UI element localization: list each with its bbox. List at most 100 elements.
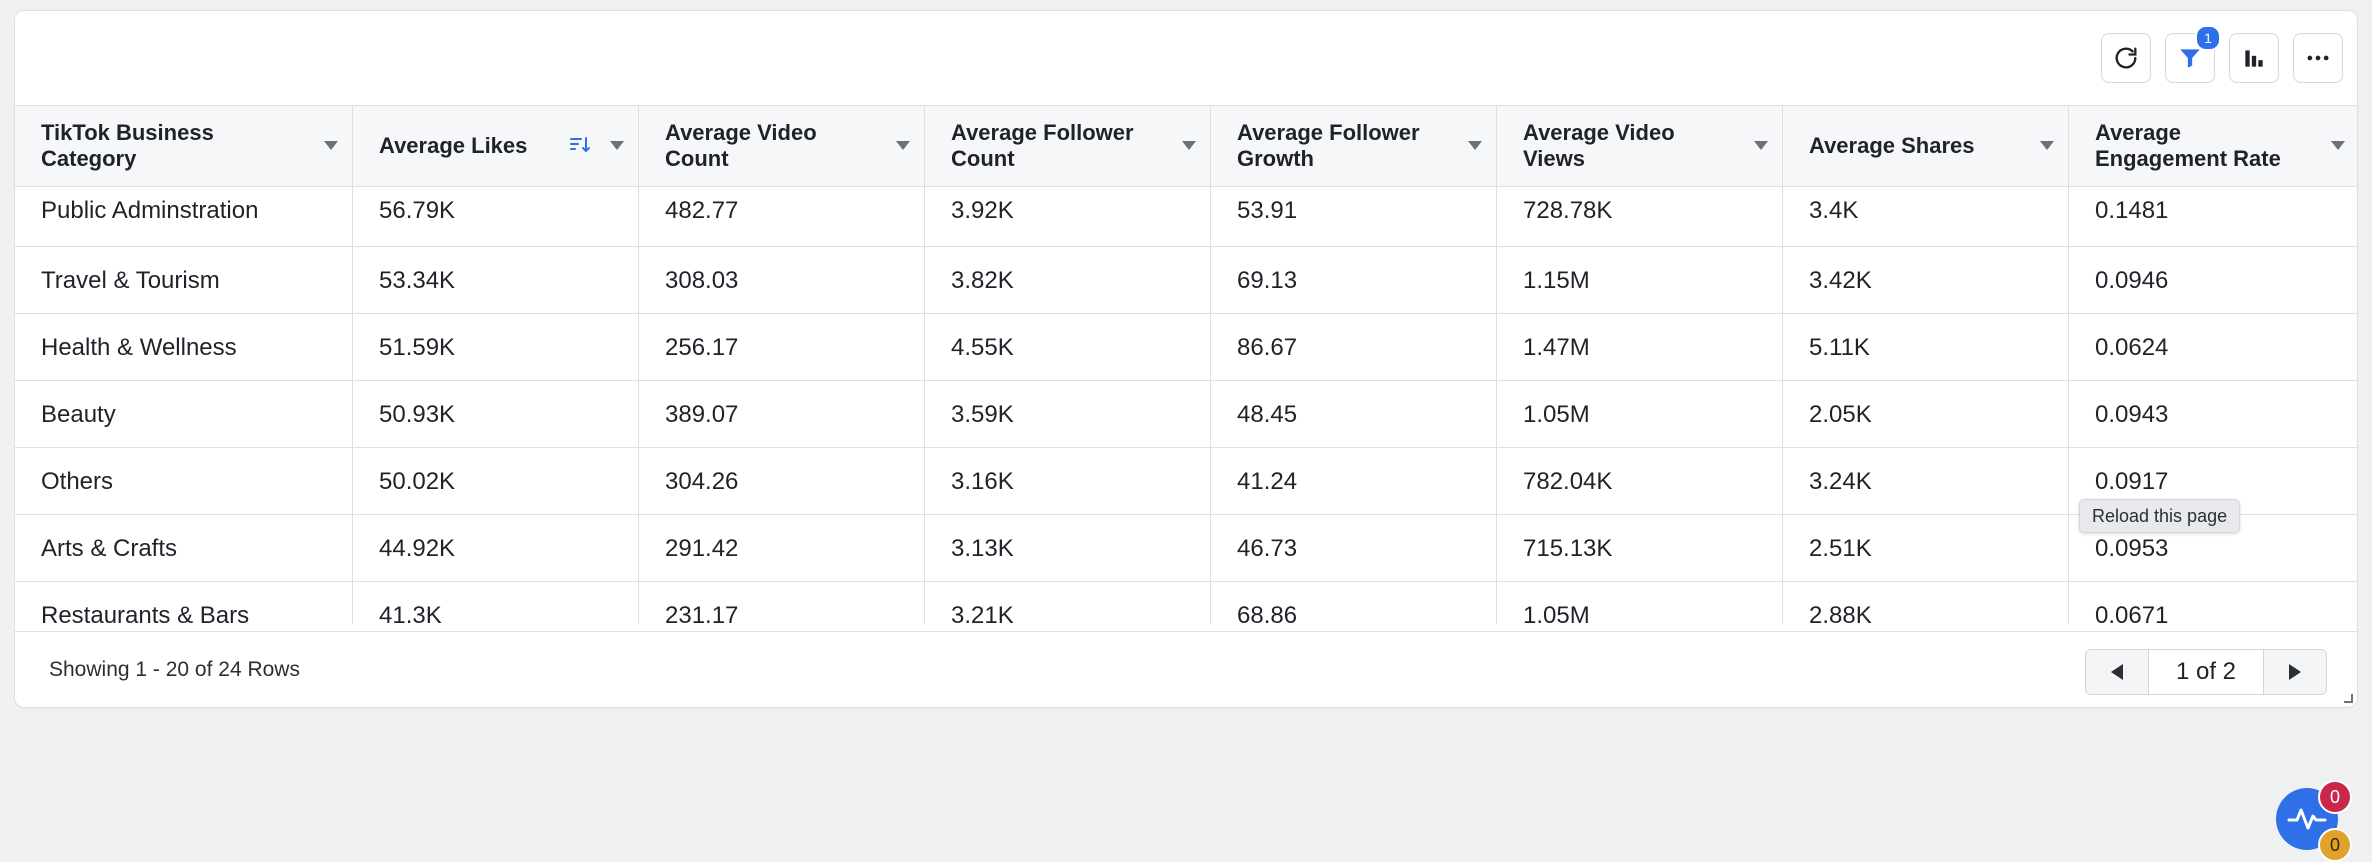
table-cell: 5.11K xyxy=(1783,314,2069,380)
table-cell: 53.34K xyxy=(353,247,639,313)
table-cell: 0.0917 xyxy=(2095,468,2169,495)
column-header-label: Average Video Count xyxy=(665,120,817,171)
column-menu-icon[interactable] xyxy=(1468,141,1482,150)
column-menu-icon[interactable] xyxy=(2040,141,2054,150)
table-cell: 86.67 xyxy=(1211,314,1497,380)
table-cell: 1.05M xyxy=(1497,381,1783,447)
table-cell: 46.73 xyxy=(1211,515,1497,581)
table-row[interactable]: Health & Wellness 51.59K 256.17 4.55K 86… xyxy=(15,314,2357,381)
table-cell: 4.55K xyxy=(925,314,1211,380)
more-options-button[interactable] xyxy=(2293,33,2343,83)
table-row[interactable]: Restaurants & Bars 41.3K 231.17 3.21K 68… xyxy=(15,582,2357,624)
table-cell: 231.17 xyxy=(639,582,925,624)
page-indicator: 1 of 2 xyxy=(2148,650,2264,694)
table-footer: Showing 1 - 20 of 24 Rows 1 of 2 xyxy=(15,631,2357,707)
filter-button[interactable]: 1 xyxy=(2165,25,2221,83)
table-row[interactable]: Travel & Tourism 53.34K 308.03 3.82K 69.… xyxy=(15,247,2357,314)
error-count-badge: 0 xyxy=(2318,780,2352,814)
table-cell: 0.0946 xyxy=(2095,267,2169,294)
previous-page-button[interactable] xyxy=(2086,650,2148,694)
chevron-left-icon xyxy=(2111,664,2123,680)
column-menu-icon[interactable] xyxy=(1182,141,1196,150)
column-header-category[interactable]: TikTok Business Category xyxy=(15,106,353,186)
table-cell: 389.07 xyxy=(639,381,925,447)
table-cell: 51.59K xyxy=(353,314,639,380)
table-cell: 1.05M xyxy=(1497,582,1783,624)
column-header-average-likes[interactable]: Average Likes xyxy=(353,106,639,186)
table-cell: 48.45 xyxy=(1211,381,1497,447)
column-header-label: Average Follower Growth xyxy=(1237,120,1420,171)
table-cell: 44.92K xyxy=(353,515,639,581)
filter-icon xyxy=(2180,49,2200,68)
column-header-average-follower-count[interactable]: Average Follower Count xyxy=(925,106,1211,186)
column-header-average-video-views[interactable]: Average Video Views xyxy=(1497,106,1783,186)
table-cell: 291.42 xyxy=(639,515,925,581)
column-header-label: TikTok Business Category xyxy=(41,120,214,171)
column-header-label: Average Shares xyxy=(1809,133,1975,158)
table-cell: 482.77 xyxy=(639,187,925,246)
resize-handle-icon[interactable] xyxy=(2341,691,2353,703)
next-page-button[interactable] xyxy=(2264,650,2326,694)
column-header-average-shares[interactable]: Average Shares xyxy=(1783,106,2069,186)
table-row[interactable]: Arts & Crafts 44.92K 291.42 3.13K 46.73 … xyxy=(15,515,2357,582)
column-menu-icon[interactable] xyxy=(896,141,910,150)
table-cell: 3.59K xyxy=(925,381,1211,447)
filter-count-badge: 1 xyxy=(2195,25,2221,51)
table-cell: 3.16K xyxy=(925,448,1211,514)
table-cell: Restaurants & Bars xyxy=(15,582,353,624)
column-header-label: Average Engagement Rate xyxy=(2095,120,2281,171)
table-cell: Travel & Tourism xyxy=(15,247,353,313)
table-cell: Beauty xyxy=(15,381,353,447)
table-cell: 2.05K xyxy=(1783,381,2069,447)
table-cell: 0.0624 xyxy=(2095,334,2169,361)
table-cell: 3.4K xyxy=(1783,187,2069,246)
column-menu-icon[interactable] xyxy=(1754,141,1768,150)
table-cell: 1.15M xyxy=(1497,247,1783,313)
column-menu-icon[interactable] xyxy=(2331,141,2345,150)
table-cell: 3.24K xyxy=(1783,448,2069,514)
column-menu-icon[interactable] xyxy=(610,141,624,150)
table-cell: 715.13K xyxy=(1497,515,1783,581)
table-row[interactable]: Beauty 50.93K 389.07 3.59K 48.45 1.05M 2… xyxy=(15,381,2357,448)
table-cell: 50.02K xyxy=(353,448,639,514)
table-cell: 0.0943 xyxy=(2095,401,2169,428)
table-cell: 256.17 xyxy=(639,314,925,380)
row-count-info: Showing 1 - 20 of 24 Rows xyxy=(49,658,300,681)
table-row[interactable]: Public Adminstration 56.79K 482.77 3.92K… xyxy=(15,187,2357,247)
table-cell: Health & Wellness xyxy=(15,314,353,380)
table-cell: 41.3K xyxy=(353,582,639,624)
table-cell: 68.86 xyxy=(1211,582,1497,624)
pagination: 1 of 2 xyxy=(2085,649,2327,695)
table-cell: 782.04K xyxy=(1497,448,1783,514)
table-cell: 308.03 xyxy=(639,247,925,313)
column-menu-icon[interactable] xyxy=(324,141,338,150)
table-widget: 1 TikTok Business Category Average Likes xyxy=(14,10,2358,708)
pulse-icon xyxy=(2287,808,2327,830)
sort-descending-icon[interactable] xyxy=(568,133,592,157)
table-cell: 3.92K xyxy=(925,187,1211,246)
column-header-label: Average Likes xyxy=(379,133,528,158)
column-header-average-video-count[interactable]: Average Video Count xyxy=(639,106,925,186)
table-cell: 0.1481 xyxy=(2095,197,2169,224)
table-body[interactable]: Public Adminstration 56.79K 482.77 3.92K… xyxy=(15,187,2357,624)
table-cell: 3.13K xyxy=(925,515,1211,581)
table-cell: 304.26 xyxy=(639,448,925,514)
refresh-button[interactable] xyxy=(2101,33,2151,83)
column-header-average-engagement-rate[interactable]: Average Engagement Rate xyxy=(2069,106,2357,186)
table-cell: 50.93K xyxy=(353,381,639,447)
table-cell: Public Adminstration xyxy=(15,187,353,246)
table-cell: 3.82K xyxy=(925,247,1211,313)
table-row[interactable]: Others 50.02K 304.26 3.16K 41.24 782.04K… xyxy=(15,448,2357,515)
table-cell: 56.79K xyxy=(353,187,639,246)
table-cell: 53.91 xyxy=(1211,187,1497,246)
table-cell: 1.47M xyxy=(1497,314,1783,380)
table-cell: 69.13 xyxy=(1211,247,1497,313)
table-cell: Others xyxy=(15,448,353,514)
table-cell: 41.24 xyxy=(1211,448,1497,514)
table-cell: 2.88K xyxy=(1783,582,2069,624)
chart-view-button[interactable] xyxy=(2229,33,2279,83)
table-cell: 3.21K xyxy=(925,582,1211,624)
refresh-icon xyxy=(2115,47,2137,69)
table-cell: 0.0671 xyxy=(2095,602,2169,624)
column-header-average-follower-growth[interactable]: Average Follower Growth xyxy=(1211,106,1497,186)
